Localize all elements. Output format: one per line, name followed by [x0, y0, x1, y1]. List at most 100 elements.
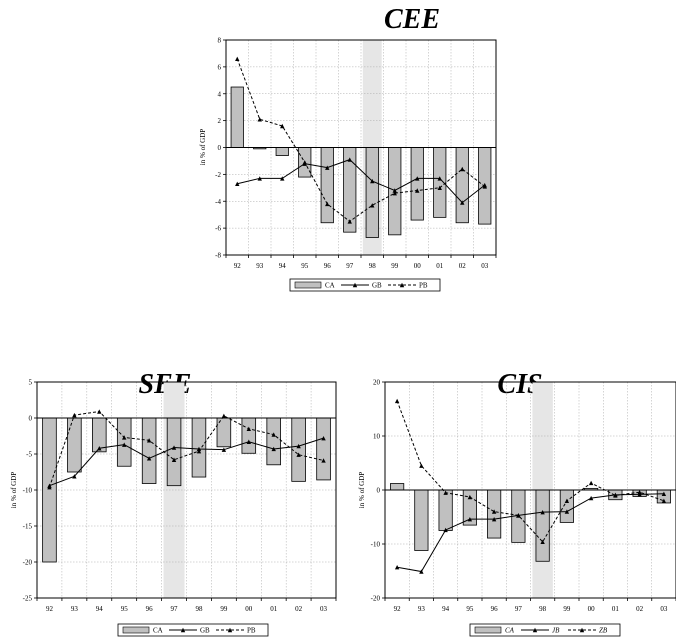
y-axis-label: in % of GDP: [358, 472, 366, 508]
xtick-label: 01: [436, 262, 444, 270]
point-gb: [97, 446, 102, 451]
xtick-label: 02: [459, 262, 467, 270]
point-gb: [122, 442, 127, 447]
y-axis-label: in % of GDP: [199, 129, 207, 165]
point-gb: [415, 176, 420, 181]
legend-label-pb: PB: [419, 282, 428, 290]
ytick-label: 0: [377, 487, 381, 495]
point-jb: [467, 516, 473, 522]
legend-swatch-ca: [294, 281, 322, 289]
point-pb: [370, 203, 375, 208]
point-pb: [47, 484, 52, 490]
legend-marker-pb: [399, 282, 405, 288]
point-pb: [246, 426, 251, 431]
ytick-label: -15: [23, 523, 33, 531]
series-line-gb: [49, 437, 324, 487]
point-zb: [443, 490, 448, 495]
point-pb: [321, 458, 326, 463]
ytick-label: 6: [218, 63, 222, 71]
xtick-label: 94: [442, 605, 450, 613]
xtick-label: 96: [491, 605, 499, 613]
bar-ca: [438, 489, 453, 531]
point-gb: [392, 188, 397, 193]
xtick-label: 96: [146, 605, 154, 613]
point-pb: [122, 435, 127, 440]
point-pb: [257, 117, 262, 122]
point-pb: [415, 188, 420, 193]
ytick-label: -8: [215, 252, 221, 260]
point-zb: [491, 509, 497, 514]
bar-ca: [320, 147, 334, 224]
xtick-label: 03: [320, 605, 328, 613]
point-zb: [467, 494, 473, 500]
point-zb: [637, 489, 642, 495]
xtick-label: 96: [324, 262, 332, 270]
ytick-label: -6: [215, 225, 221, 233]
xtick-label: 00: [414, 262, 422, 270]
bar-ca: [410, 147, 424, 221]
legend-label-gb: GB: [372, 282, 382, 290]
series-line-zb: [396, 400, 665, 543]
point-gb: [271, 446, 276, 452]
bar-ca: [116, 417, 132, 467]
point-zb: [419, 463, 424, 468]
bar-ca: [455, 147, 469, 224]
xtick-label: 92: [394, 605, 402, 613]
point-jb: [661, 491, 667, 496]
point-gb: [257, 176, 262, 181]
ytick-label: -20: [23, 559, 33, 567]
point-gb: [146, 456, 152, 461]
bar-ca: [42, 417, 57, 563]
point-pb: [325, 201, 330, 207]
ytick-label: 5: [29, 379, 33, 387]
point-zb: [564, 498, 570, 503]
point-gb: [347, 157, 352, 162]
legend-label-ca: CA: [153, 627, 163, 635]
xtick-label: 00: [588, 605, 596, 613]
point-jb: [394, 565, 400, 570]
legend-label-ca: CA: [325, 282, 335, 290]
point-pb: [221, 413, 227, 419]
panel-cee: CEE 8 6 4 2 0 -2 -4 -6 -8 92 93 94 95 96 97 98 99 00 01 02 03…: [199, 4, 497, 292]
point-pb: [280, 123, 285, 129]
point-pb: [196, 448, 202, 454]
bar-ca: [487, 489, 502, 539]
point-pb: [392, 190, 397, 196]
ytick-label: 8: [218, 37, 222, 45]
point-zb: [661, 498, 667, 503]
legend: CA GB PB: [289, 278, 441, 292]
xtick-label: 93: [71, 605, 79, 613]
legend: CA GB PB: [117, 623, 269, 637]
point-gb: [171, 445, 177, 450]
legend-marker-gb: [180, 627, 186, 633]
point-gb: [72, 474, 77, 479]
legend-swatch-ca: [474, 626, 502, 634]
bar-ca: [365, 147, 379, 238]
series-line-gb: [237, 159, 486, 204]
legend-label-jb: JB: [552, 627, 560, 635]
point-pb: [146, 438, 152, 443]
ytick-label: -2: [215, 171, 221, 179]
point-pb: [482, 184, 487, 189]
ytick-label: 2: [218, 117, 222, 125]
xtick-label: 94: [279, 262, 287, 270]
point-pb: [97, 409, 102, 414]
ytick-label: -10: [371, 541, 381, 549]
legend-swatch-ca: [122, 626, 150, 634]
xtick-label: 99: [563, 605, 571, 613]
xtick-label: 03: [481, 262, 489, 270]
ytick-label: -20: [371, 595, 381, 603]
bar-ca: [316, 417, 331, 481]
ytick-label: 4: [218, 90, 222, 98]
point-gb: [296, 443, 301, 449]
bar-ca: [266, 417, 281, 466]
point-gb: [246, 439, 251, 444]
panel-see: SEE50-5-10-15-20-25929394959697989900010…: [10, 369, 337, 637]
point-jb: [443, 527, 448, 533]
bar-ca: [230, 86, 244, 148]
ytick-label: -10: [23, 487, 33, 495]
point-gb: [280, 176, 285, 181]
bar-ca: [535, 489, 550, 562]
